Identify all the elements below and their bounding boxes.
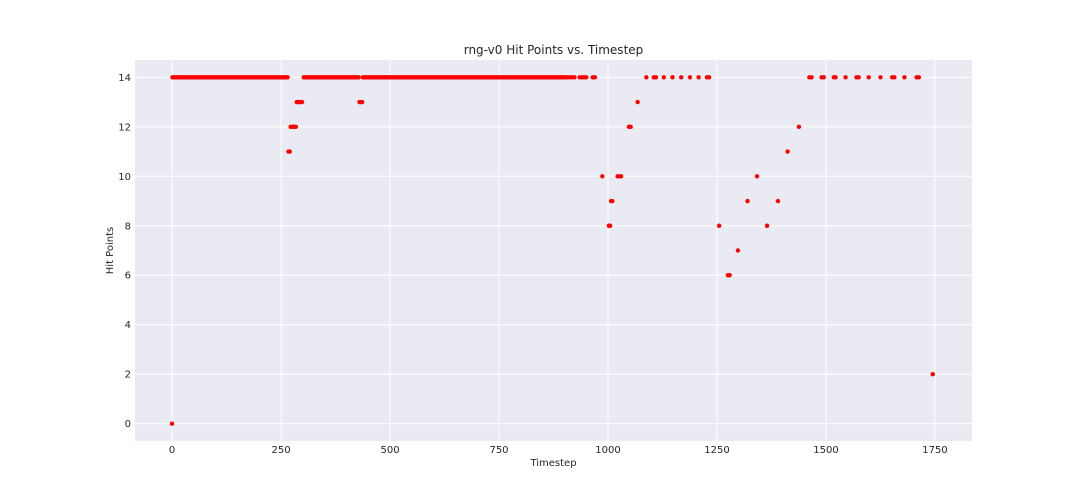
grid bbox=[135, 60, 972, 441]
data-point bbox=[679, 75, 684, 80]
data-point bbox=[687, 75, 693, 80]
data-point bbox=[299, 99, 305, 105]
y-tick-label: 6 bbox=[125, 271, 131, 282]
data-point bbox=[592, 75, 598, 80]
data-point bbox=[644, 75, 649, 80]
data-point bbox=[169, 421, 175, 426]
data-point bbox=[821, 75, 826, 80]
data-point bbox=[856, 75, 861, 80]
x-tick-label: 1000 bbox=[595, 445, 620, 456]
x-tick-label: 1500 bbox=[813, 445, 838, 456]
data-point bbox=[843, 75, 848, 80]
data-points bbox=[169, 75, 935, 426]
data-point bbox=[696, 75, 701, 80]
data-point bbox=[727, 273, 732, 278]
data-point bbox=[809, 75, 814, 80]
x-tick-label: 1750 bbox=[922, 445, 947, 456]
data-point bbox=[583, 75, 589, 80]
data-point bbox=[670, 75, 675, 80]
data-point bbox=[610, 198, 615, 204]
y-tick-label: 4 bbox=[125, 320, 131, 331]
data-point bbox=[287, 149, 292, 154]
data-point bbox=[706, 75, 712, 80]
y-tick-label: 8 bbox=[125, 221, 131, 232]
data-point bbox=[628, 124, 633, 129]
data-point bbox=[764, 223, 770, 228]
chart-title: rng-v0 Hit Points vs. Timestep bbox=[464, 43, 644, 57]
data-point bbox=[716, 223, 722, 228]
y-tick-label: 14 bbox=[118, 73, 131, 84]
y-axis-label: Hit Points bbox=[105, 227, 116, 274]
data-point bbox=[785, 149, 790, 154]
data-point bbox=[796, 124, 802, 129]
data-point bbox=[833, 75, 838, 80]
y-tick-label: 2 bbox=[125, 370, 131, 381]
y-tick-label: 0 bbox=[125, 419, 131, 430]
x-tick-label: 750 bbox=[489, 445, 508, 456]
y-tick-label: 10 bbox=[118, 172, 131, 183]
data-point bbox=[916, 75, 922, 80]
data-point bbox=[866, 75, 871, 80]
plot-background bbox=[135, 60, 972, 441]
data-point bbox=[618, 174, 624, 179]
data-point bbox=[661, 75, 666, 80]
ticks: 0 250 500 750 1000 1250 1500 1750 0 2 4 6 8 10 12 14 bbox=[118, 73, 947, 456]
x-tick-label: 250 bbox=[271, 445, 290, 456]
data-point bbox=[754, 174, 760, 179]
data-point bbox=[600, 174, 605, 179]
data-point bbox=[902, 75, 907, 80]
data-point bbox=[745, 198, 750, 204]
data-point bbox=[635, 99, 640, 105]
data-point bbox=[359, 99, 365, 105]
data-point bbox=[775, 198, 781, 204]
data-point bbox=[572, 75, 577, 80]
data-point bbox=[735, 248, 741, 253]
data-point bbox=[607, 223, 613, 228]
y-tick-label: 12 bbox=[118, 122, 131, 133]
x-axis-label: Timestep bbox=[529, 458, 576, 469]
data-point bbox=[653, 75, 659, 80]
x-tick-label: 0 bbox=[169, 445, 175, 456]
data-point bbox=[930, 372, 935, 377]
data-point bbox=[878, 75, 883, 80]
data-point bbox=[892, 75, 897, 80]
data-point bbox=[293, 124, 299, 129]
x-tick-label: 500 bbox=[380, 445, 399, 456]
x-tick-label: 1250 bbox=[704, 445, 729, 456]
